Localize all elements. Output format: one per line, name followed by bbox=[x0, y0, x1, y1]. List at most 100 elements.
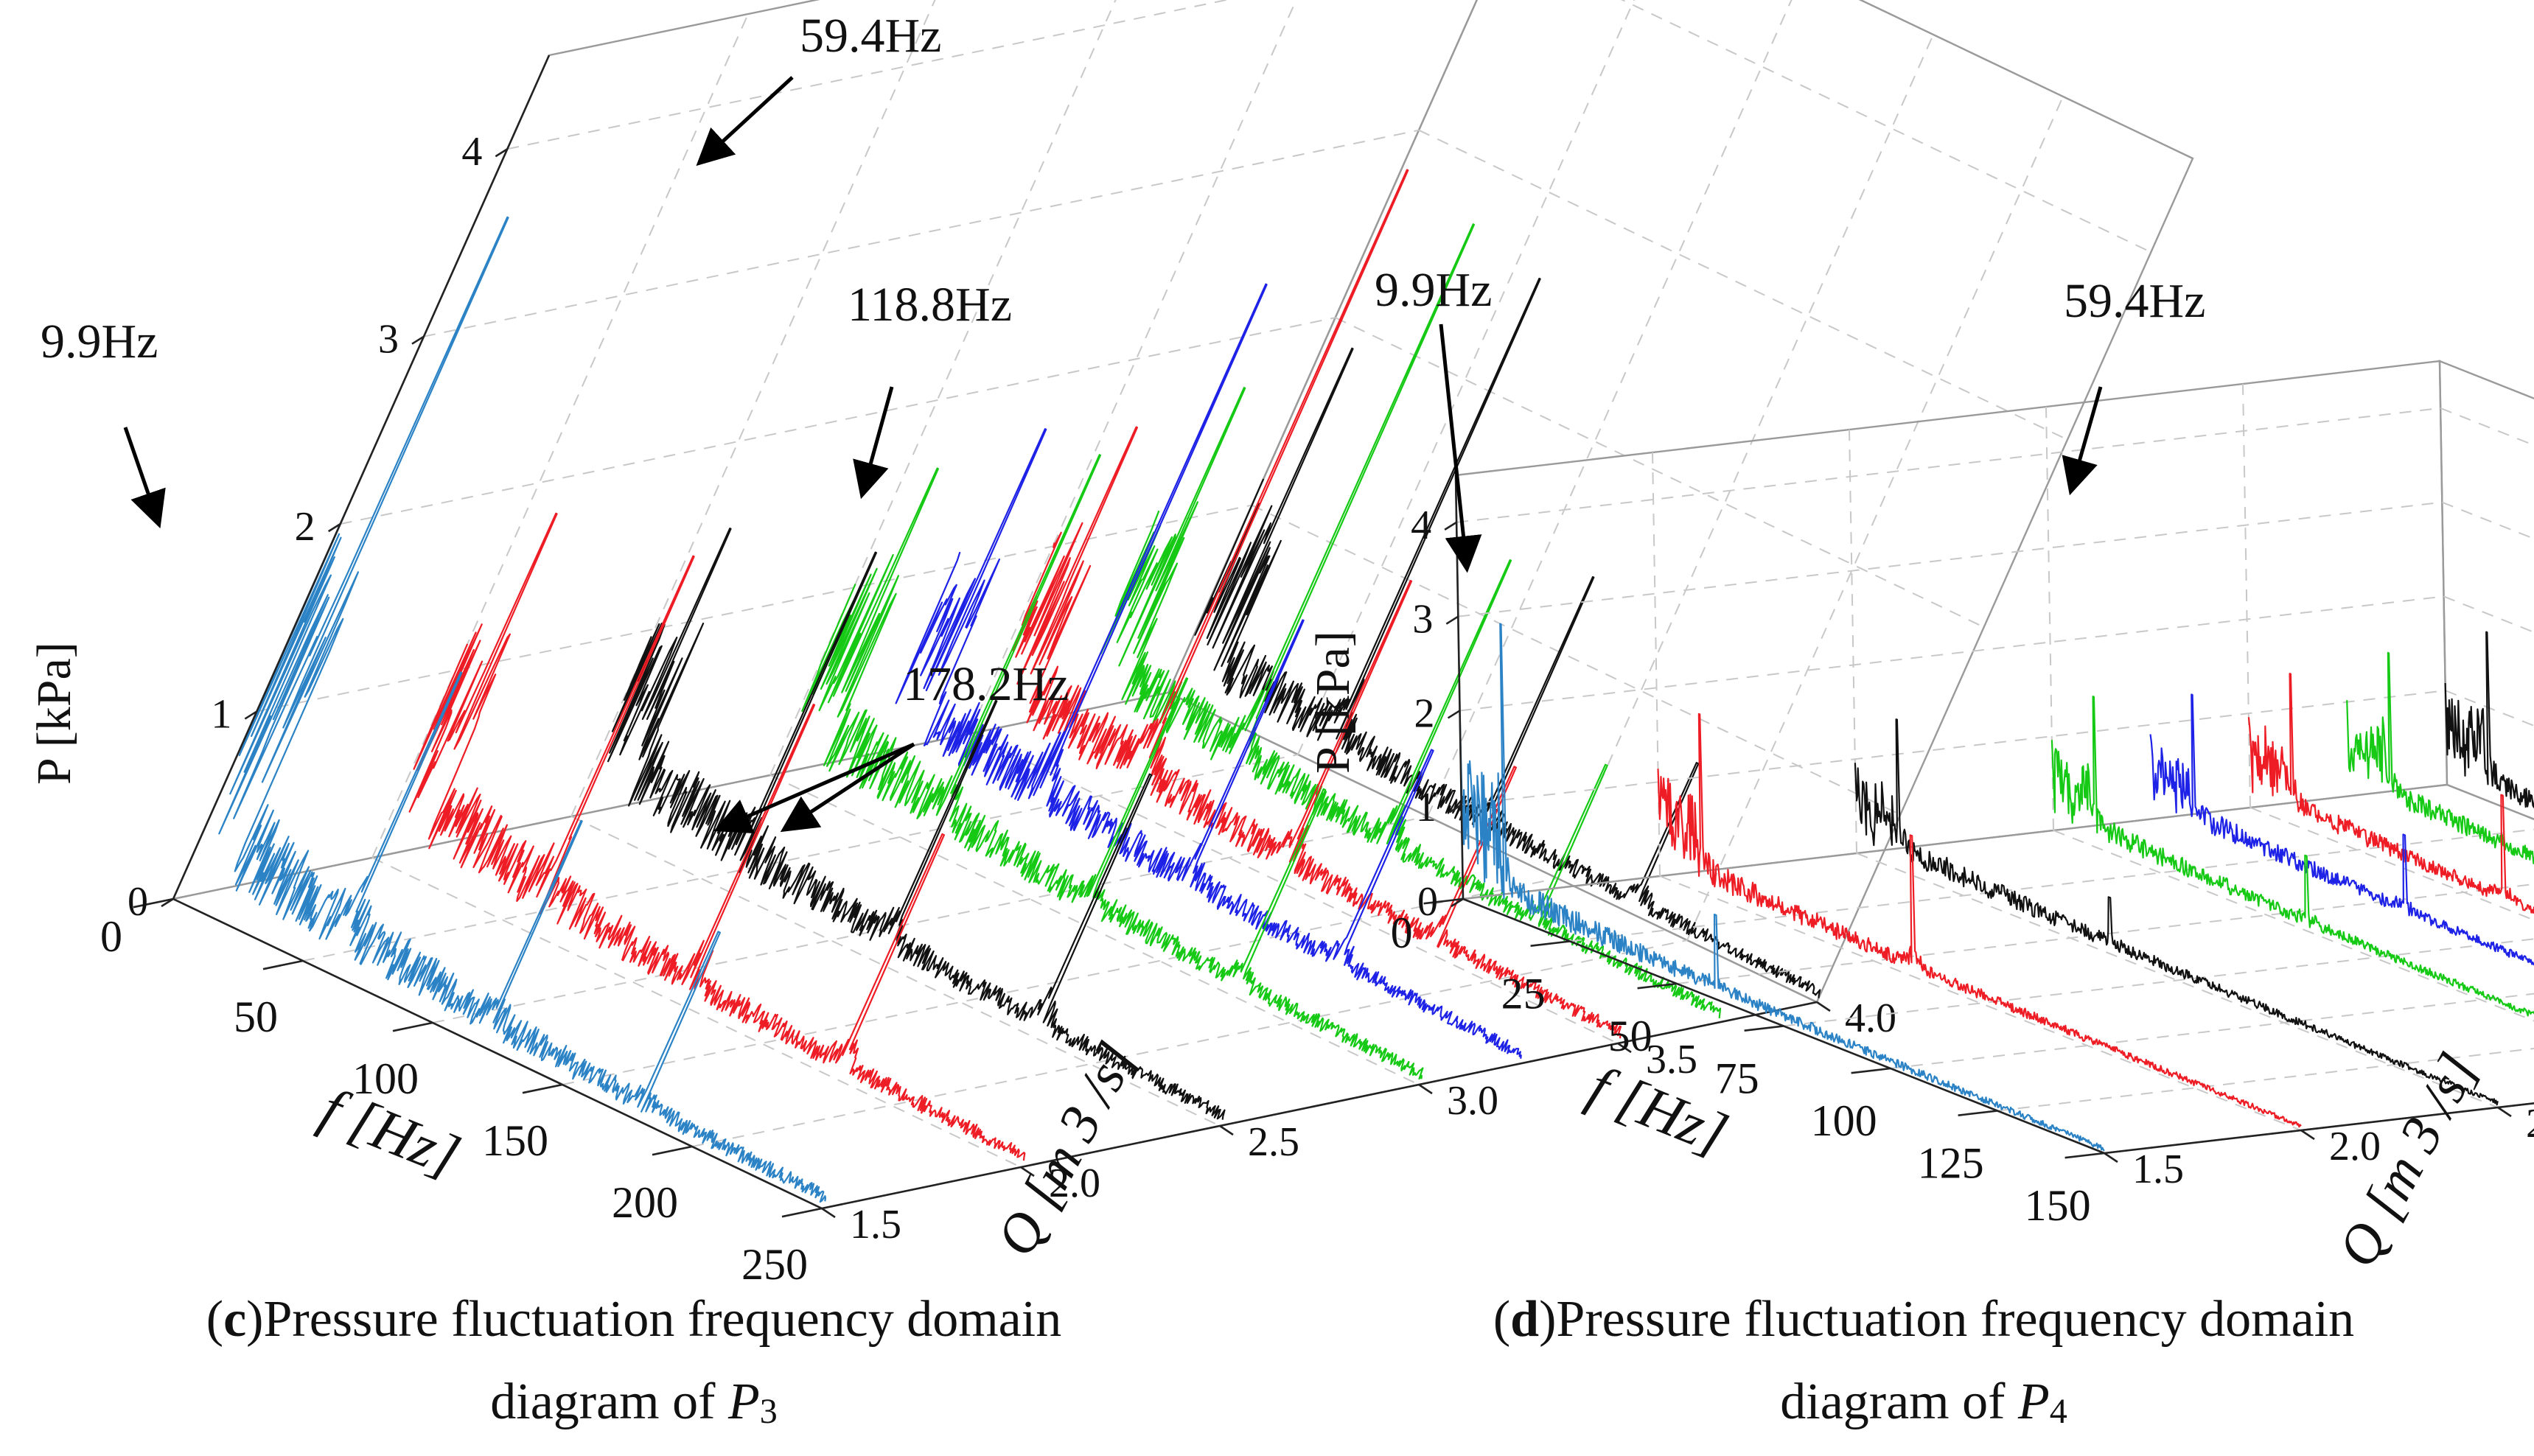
y-tick-mark bbox=[1816, 1001, 1831, 1012]
x-tick-label: 100 bbox=[352, 1054, 419, 1103]
floor-grid-x bbox=[691, 939, 1688, 1147]
z-tick-label: 1 bbox=[1416, 785, 1437, 830]
y-axis-line bbox=[821, 1001, 1818, 1210]
x-tick-mark bbox=[262, 959, 304, 970]
z-axis-line bbox=[172, 55, 551, 900]
x-tick-label: 250 bbox=[741, 1240, 808, 1289]
caption-d-var: P bbox=[2017, 1373, 2050, 1430]
annotation-9-9hz-label: 9.9Hz bbox=[41, 315, 158, 368]
back-grid-x bbox=[1557, 34, 1934, 879]
annotation-59-4hz-arrow bbox=[696, 76, 794, 167]
y-tick-mark bbox=[1617, 1042, 1632, 1054]
z-tick-label: 4 bbox=[1411, 503, 1431, 548]
floor-grid-q bbox=[769, 774, 1420, 1085]
y-tick-mark bbox=[1020, 1166, 1035, 1177]
y-tick-label: 2.0 bbox=[1049, 1161, 1100, 1206]
z-tick-label: 3 bbox=[1412, 597, 1433, 643]
annotation-59-4hz-label: 59.4Hz bbox=[800, 9, 941, 63]
series-q-2 bbox=[408, 512, 1026, 1161]
annotation-59-4hz-arrow bbox=[2062, 386, 2103, 496]
floor-grid-q bbox=[2053, 830, 2534, 1022]
side-grid-p bbox=[340, 317, 1336, 525]
caption-c-var: P bbox=[727, 1373, 760, 1430]
side-grid-p bbox=[423, 129, 1420, 337]
chart-panel-c: 0501001502002501.52.02.53.03.54.001234f … bbox=[27, 0, 2194, 1289]
caption-c: (c)Pressure fluctuation frequency domain… bbox=[206, 1291, 1062, 1431]
series-q-3 bbox=[2050, 696, 2534, 1017]
caption-d-sub: 4 bbox=[2049, 1392, 2067, 1431]
z-tick-label: 4 bbox=[461, 129, 482, 175]
z-tick-mark bbox=[1444, 521, 1457, 531]
y-tick-label: 1.5 bbox=[850, 1202, 901, 1247]
box-back-pane-left bbox=[1454, 360, 2449, 900]
x-tick-label: 25 bbox=[1501, 970, 1546, 1018]
caption-d-line2-prefix: diagram of bbox=[1780, 1373, 2018, 1430]
x-tick-label: 100 bbox=[1811, 1096, 1877, 1145]
x-tick-mark bbox=[133, 897, 174, 909]
side-grid-p bbox=[256, 504, 1252, 713]
annotation-59-4hz-label: 59.4Hz bbox=[2064, 274, 2205, 328]
z-tick-mark bbox=[327, 523, 341, 533]
series-q-3.75 bbox=[1100, 223, 1722, 1018]
side-grid-p bbox=[1461, 690, 2446, 806]
series-q-3.75 bbox=[2346, 651, 2534, 864]
y-tick-mark bbox=[821, 1207, 836, 1219]
caption-d-line1: Pressure fluctuation frequency domain bbox=[1556, 1291, 2355, 1348]
x-tick-mark bbox=[522, 1083, 563, 1094]
x-tick-mark bbox=[1851, 1067, 1891, 1074]
y-tick-mark bbox=[2300, 1129, 2315, 1141]
series-q-1.5 bbox=[1459, 623, 2105, 1152]
caption-d: (d)Pressure fluctuation frequency domain… bbox=[1493, 1291, 2355, 1431]
side-grid-q bbox=[371, 13, 749, 858]
z-tick-label: 2 bbox=[1414, 690, 1435, 736]
caption-c-sub: 3 bbox=[759, 1392, 778, 1431]
x-tick-mark bbox=[392, 1021, 433, 1032]
side-grid-p bbox=[507, 0, 1230, 150]
annotation-178-2hz-arrow bbox=[713, 742, 915, 834]
z-tick-mark bbox=[495, 148, 509, 158]
x-tick-label: 125 bbox=[1918, 1139, 1984, 1188]
x-tick-mark bbox=[2064, 1152, 2105, 1159]
caption-c-line1: Pressure fluctuation frequency domain bbox=[263, 1291, 1062, 1348]
side-grid-q bbox=[968, 0, 1297, 735]
x-tick-mark bbox=[1530, 940, 1571, 947]
caption-c-line2-prefix: diagram of bbox=[490, 1373, 728, 1430]
z-tick-mark bbox=[244, 710, 258, 720]
series-q-2 bbox=[1657, 713, 2302, 1128]
back-grid-p bbox=[1251, 504, 1901, 816]
y-tick-label: 3.5 bbox=[1646, 1037, 1697, 1082]
y-tick-mark bbox=[1219, 1124, 1234, 1136]
floor-grid-x bbox=[1676, 883, 2534, 984]
back-grid-p bbox=[1620, 0, 2151, 253]
series-q-1.5 bbox=[218, 216, 826, 1203]
floor-grid-q bbox=[570, 816, 1221, 1127]
z-tick-mark bbox=[161, 897, 174, 908]
back-grid-p bbox=[2440, 407, 2534, 447]
z-tick-label: 2 bbox=[295, 504, 315, 550]
z-axis-title: P [kPa] bbox=[27, 642, 81, 785]
y-tick-label: 3.0 bbox=[1447, 1078, 1498, 1124]
back-grid-x bbox=[1297, 0, 1636, 755]
annotation-9-9hz-arrow bbox=[123, 427, 166, 529]
x-tick-label: 0 bbox=[100, 912, 122, 961]
caption-c-letter: c bbox=[223, 1291, 247, 1348]
y-tick-mark bbox=[2497, 1106, 2512, 1118]
x-tick-label: 75 bbox=[1715, 1054, 1759, 1103]
z-tick-mark bbox=[1449, 804, 1462, 813]
x-tick-mark bbox=[652, 1145, 693, 1156]
x-tick-mark bbox=[1423, 897, 1464, 905]
annotation-9-9hz-arrow bbox=[1439, 323, 1482, 573]
series-q-3.25 bbox=[2149, 693, 2534, 966]
y-tick-label: 1.5 bbox=[2132, 1147, 2184, 1192]
z-tick-mark bbox=[1445, 615, 1459, 625]
annotation-118-8hz-label: 118.8Hz bbox=[848, 278, 1012, 332]
floor-grid-q bbox=[371, 857, 1022, 1168]
back-grid-x bbox=[1427, 0, 1793, 817]
series-q-2.5 bbox=[1854, 718, 2499, 1106]
x-tick-mark bbox=[781, 1207, 823, 1218]
annotation-118-8hz-arrow bbox=[853, 386, 894, 500]
x-tick-label: 150 bbox=[2025, 1181, 2091, 1230]
back-grid-x bbox=[1686, 96, 2064, 941]
series-q-3.25 bbox=[895, 283, 1522, 1059]
